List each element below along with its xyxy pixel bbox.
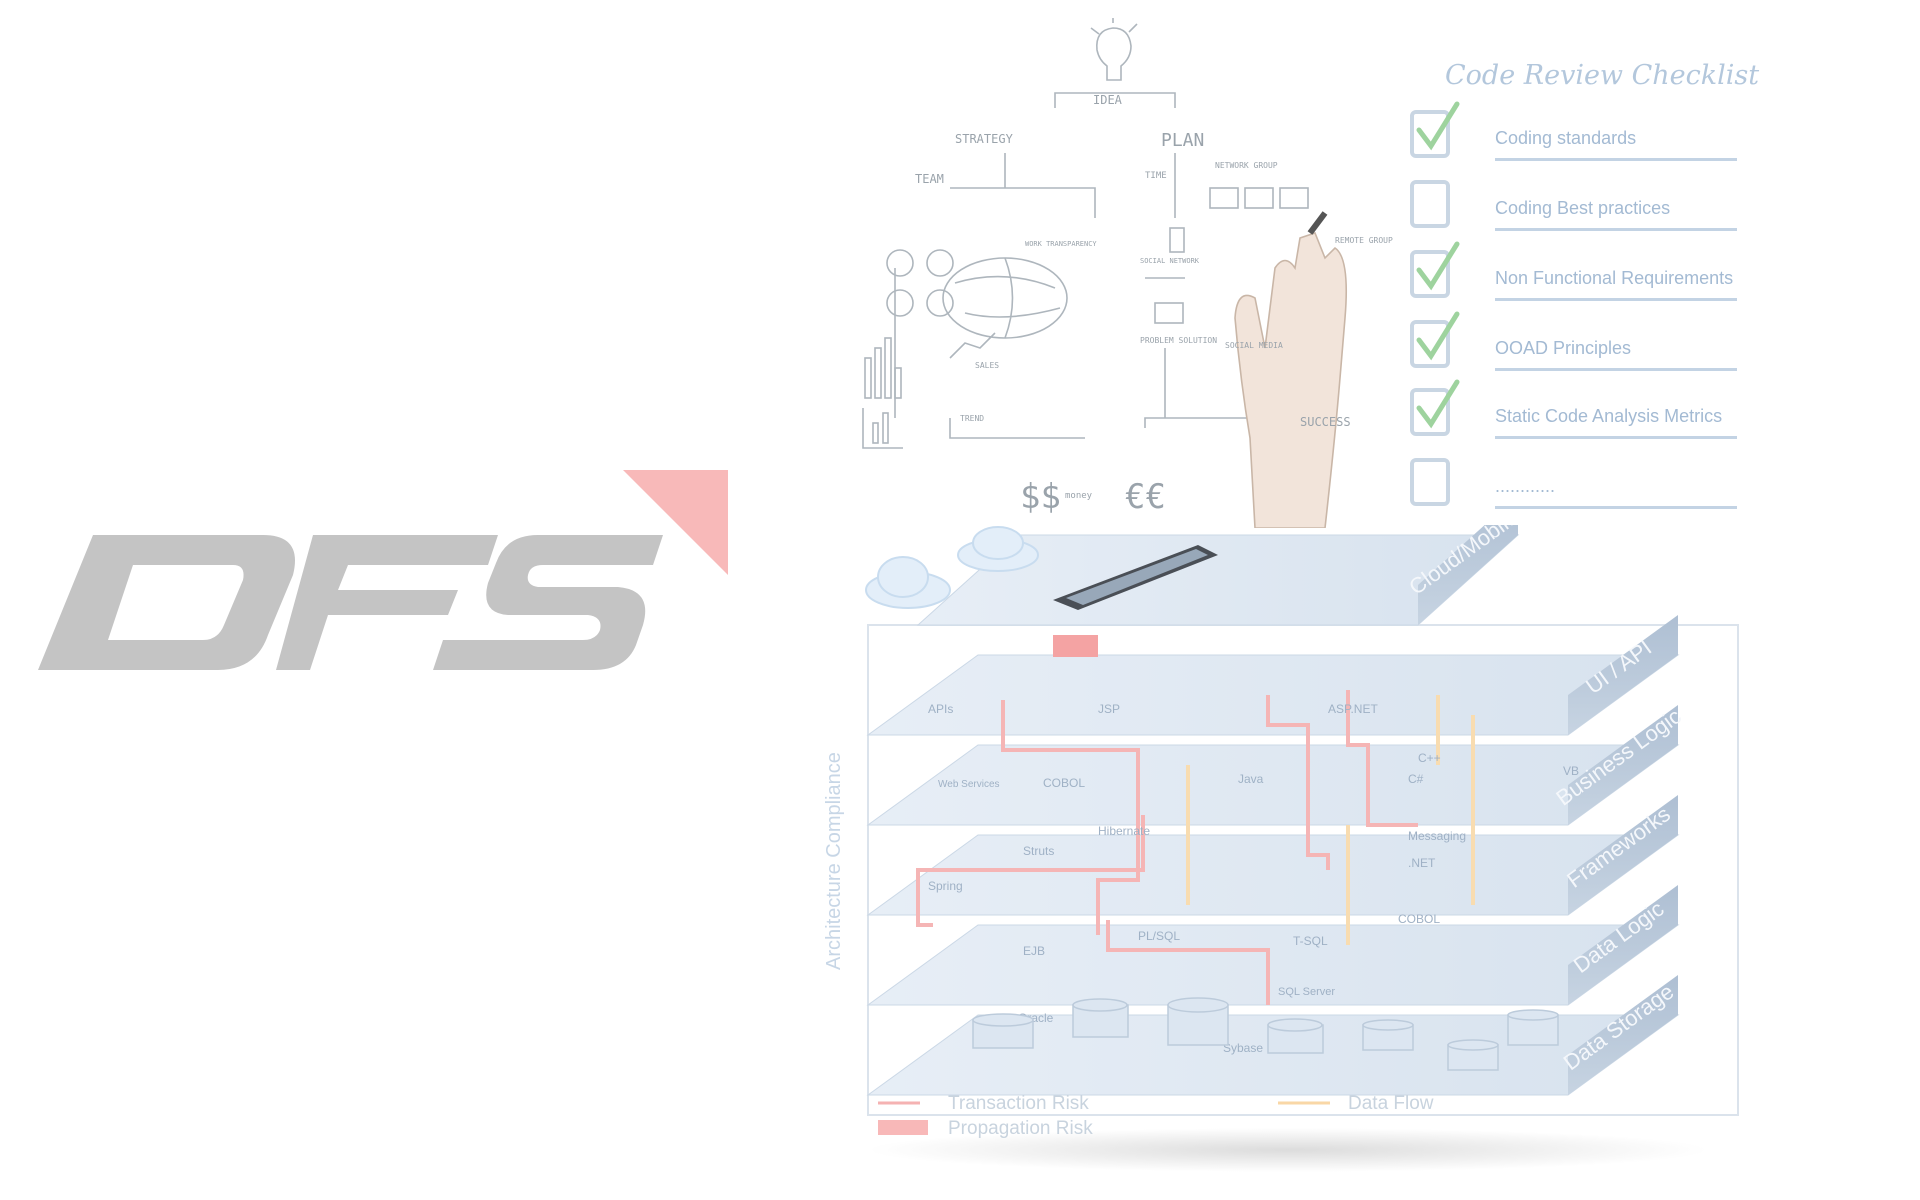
- propagation-risk-block: [1053, 635, 1098, 657]
- sketch-strategy: STRATEGY: [955, 132, 1014, 146]
- legend-propagation-risk: Propagation Risk: [948, 1118, 1093, 1139]
- sketch-social-media: SOCIAL MEDIA: [1225, 341, 1283, 350]
- checklist-underline: [1495, 506, 1737, 509]
- comp-java: Java: [1238, 772, 1264, 786]
- comp-sqlserver: SQL Server: [1278, 986, 1335, 998]
- layer-side: [1568, 795, 1678, 915]
- checklist-underline: [1495, 298, 1737, 301]
- legend: Transaction Risk Propagation Risk Data F…: [878, 1093, 1434, 1139]
- database-cylinders: [972, 997, 1559, 1071]
- checklist-underline: [1495, 158, 1737, 161]
- layer-side: [1568, 885, 1678, 1005]
- comp-struts: Struts: [1023, 844, 1054, 858]
- logo-text: DFS: [38, 465, 40, 466]
- sketch-money: money: [1065, 491, 1093, 501]
- check-icon: [1416, 379, 1460, 429]
- dfs-logo-graphic: DFS: [38, 465, 728, 670]
- comp-tsql: T-SQL: [1293, 934, 1328, 948]
- logo-red-triangle: [623, 470, 728, 575]
- architecture-side-label: Architecture Compliance: [823, 752, 845, 970]
- checklist-item-label: Coding standards: [1495, 128, 1637, 148]
- sketch-time: TIME: [1145, 171, 1167, 181]
- checklist-item: ............: [1405, 458, 1765, 518]
- comp-hibernate: Hibernate: [1098, 824, 1150, 838]
- comp-cobol: COBOL: [1043, 776, 1085, 790]
- checklist-title: Code Review Checklist: [1445, 60, 1760, 91]
- legend-data-flow: Data Flow: [1348, 1093, 1434, 1114]
- logo-letter-d: [38, 535, 295, 670]
- checklist-item: Non Functional Requirements: [1405, 241, 1765, 310]
- sketch-euro: €€: [1125, 477, 1166, 517]
- checkbox: [1410, 458, 1450, 506]
- sketch-dollar: $$: [1020, 477, 1061, 517]
- comp-net: .NET: [1408, 856, 1436, 870]
- architecture-graphic: Architecture Compliance Data StorageData…: [823, 495, 1739, 1172]
- comp-ejb: EJB: [1023, 944, 1045, 958]
- layer-plane: [866, 834, 1680, 916]
- layer-side: [1568, 705, 1678, 825]
- check-icon: [1416, 311, 1460, 361]
- sketch-plan: PLAN: [1161, 130, 1204, 151]
- transaction-risk-flows: [916, 690, 1418, 1005]
- check-icon: [1416, 101, 1460, 151]
- checklist-item-label: Non Functional Requirements: [1495, 268, 1734, 288]
- planning-sketch: IDEA STRATEGY PLAN TEAM TIME NETWORK GRO…: [855, 18, 1395, 529]
- comp-spring: Spring: [928, 879, 963, 893]
- sketch-work: WORK TRANSPARENCY: [1025, 240, 1097, 248]
- architecture-diagram: Architecture Compliance Data Storage Data…: [808, 495, 1820, 1175]
- checkbox: [1410, 180, 1450, 228]
- comp-messaging: Messaging: [1408, 829, 1466, 843]
- checklist-item: Static Code Analysis Metrics: [1405, 379, 1765, 448]
- logo-letter-s: [433, 535, 663, 670]
- sketch-team: TEAM: [915, 172, 944, 186]
- layer-side: [1568, 975, 1678, 1095]
- sketch-trend: TREND: [960, 414, 984, 423]
- sketch-network: NETWORK GROUP: [1215, 161, 1278, 170]
- comp-plsql: PL/SQL: [1138, 929, 1180, 943]
- checklist-item: Coding standards: [1405, 101, 1765, 170]
- checkbox: [1410, 250, 1450, 298]
- sketch-success: SUCCESS: [1300, 415, 1351, 429]
- checklist-underline: [1495, 228, 1737, 231]
- layer-side: [1418, 495, 1518, 625]
- comp-jsp: JSP: [1098, 702, 1120, 716]
- layer-side: [1568, 615, 1678, 735]
- code-review-checklist: Code Review Checklist Coding standards Co…: [1405, 60, 1765, 530]
- checkbox: [1410, 388, 1450, 436]
- dfs-logo: DFS: [38, 465, 728, 685]
- comp-cobol2: COBOL: [1398, 912, 1440, 926]
- sketch-problem: PROBLEM SOLUTION: [1140, 336, 1217, 345]
- comp-aspnet: ASP.NET: [1328, 702, 1378, 716]
- checklist-underline: [1495, 368, 1737, 371]
- checklist-item-label: Static Code Analysis Metrics: [1495, 406, 1723, 426]
- checklist-item-label: Coding Best practices: [1495, 198, 1671, 218]
- checklist-item-label: OOAD Principles: [1495, 338, 1632, 358]
- checklist-item: OOAD Principles: [1405, 311, 1765, 380]
- sketch-idea: IDEA: [1093, 93, 1123, 107]
- checkbox: [1410, 110, 1450, 158]
- comp-cpp: C++: [1418, 751, 1441, 765]
- cloud-icons: [865, 526, 1039, 609]
- comp-web-services: Web Services: [938, 779, 1000, 790]
- sketch-sales: SALES: [975, 361, 999, 370]
- checklist-item: Coding Best practices: [1405, 180, 1765, 240]
- sketch-remote: REMOTE GROUP: [1335, 236, 1393, 245]
- comp-apis: APIs: [928, 702, 953, 716]
- planning-sketch-graphic: IDEA STRATEGY PLAN TEAM TIME NETWORK GRO…: [862, 18, 1393, 529]
- legend-transaction-risk: Transaction Risk: [948, 1093, 1089, 1114]
- check-icon: [1416, 241, 1460, 291]
- checklist-item-label: ............: [1495, 476, 1556, 496]
- legend-propagation-swatch: [878, 1120, 928, 1135]
- sketch-social-network: SOCIAL NETWORK: [1140, 257, 1200, 265]
- checkbox: [1410, 320, 1450, 368]
- comp-sybase: Sybase: [1223, 1041, 1263, 1055]
- checklist-underline: [1495, 436, 1737, 439]
- logo-letter-f: [276, 535, 498, 670]
- comp-csharp: C#: [1408, 772, 1424, 786]
- layer-plane: [866, 924, 1680, 1006]
- comp-vb: VB: [1563, 764, 1579, 778]
- data-flow-lines: [1186, 695, 1475, 945]
